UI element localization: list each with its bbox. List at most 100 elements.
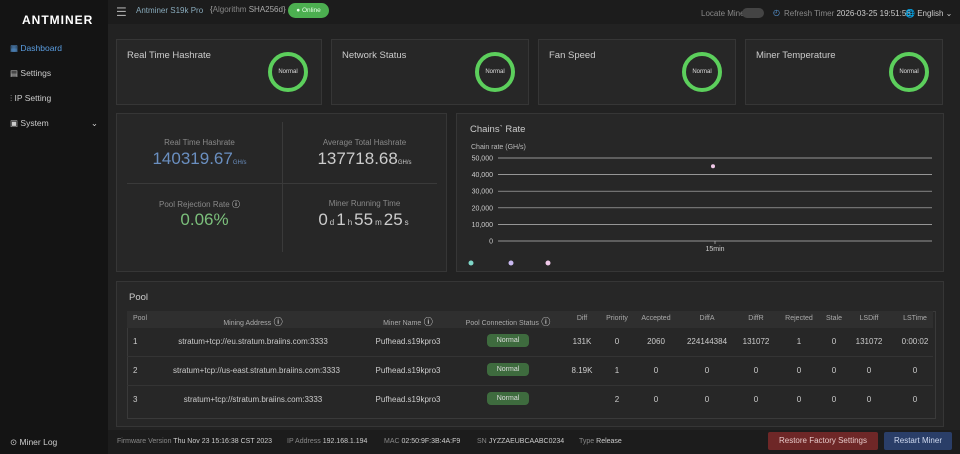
status-card: Miner Temperature Normal — [745, 39, 943, 105]
cell: 0 — [831, 395, 837, 404]
status-card: Network Status Normal — [331, 39, 529, 105]
cell: 2 — [133, 366, 138, 375]
column-header: Pool — [133, 315, 148, 322]
cell: 0 — [796, 366, 802, 375]
cell: 0 — [753, 366, 759, 375]
header — [108, 0, 960, 24]
locate-label: Locate Miner — [701, 9, 748, 18]
status-pill: Normal — [486, 334, 530, 347]
info-icon[interactable]: ⓘ — [421, 317, 433, 327]
legend-dot — [545, 260, 551, 266]
y-tick-label: 50,000 — [472, 156, 494, 163]
cell: 224144384 — [686, 337, 728, 346]
cell: 0 — [614, 337, 620, 346]
cell: 2 — [614, 395, 620, 404]
brand: ANTMINER — [22, 13, 94, 27]
row-divider — [127, 356, 933, 357]
nav-label: IP Setting — [14, 93, 52, 103]
algorithm-label: Algorithm — [212, 5, 247, 14]
cell: 3 — [133, 395, 138, 404]
nav-label: Miner Log — [19, 437, 58, 447]
cell: 0:00:02 — [901, 337, 929, 346]
stat: 140319.67GH/s — [117, 149, 282, 169]
locate-toggle[interactable] — [742, 8, 764, 18]
cell: 1 — [796, 337, 802, 346]
cell: 0 — [704, 366, 710, 375]
status-cell: Normal — [448, 392, 568, 405]
card-title: Real Time Hashrate — [127, 50, 211, 61]
stat-value: 140319.67 — [152, 149, 233, 168]
cell: 131K — [572, 337, 592, 346]
x-tick-label: 15min — [705, 246, 724, 253]
cell: stratum+tcp://us-east.stratum.braiins.co… — [173, 366, 340, 375]
card-badge: Normal — [475, 52, 515, 92]
label: Firmware Version — [117, 438, 172, 445]
cell: 0 — [866, 366, 872, 375]
language[interactable]: 🌐 English ⌄ — [905, 9, 953, 18]
column-header: LSTime — [903, 315, 927, 322]
restart-button[interactable]: Restart Miner — [884, 432, 952, 450]
algorithm: {Algorithm SHA256d} — [210, 5, 286, 14]
pool-title: Pool — [129, 292, 149, 303]
label: Type — [579, 438, 595, 445]
stat-value: 137718.68 — [317, 149, 398, 168]
stat: 137718.68GH/s — [282, 149, 447, 169]
stat-value: 0.06% — [180, 210, 229, 229]
label: MAC — [384, 438, 400, 445]
nav-item[interactable]: ▦ Dashboard — [10, 43, 62, 53]
column-header: DiffR — [748, 315, 764, 322]
y-tick-label: 40,000 — [472, 172, 494, 179]
time: 2026-03-25 19:51:56 — [836, 9, 911, 18]
divider — [127, 183, 437, 184]
nav-item[interactable]: ▣ System ⌄ — [10, 118, 98, 128]
cell: 0 — [912, 395, 918, 404]
legend-dot — [508, 260, 514, 266]
status-cell: Normal — [448, 363, 568, 376]
stat-label-text: Pool Rejection Rate — [159, 200, 230, 209]
card-badge: Normal — [268, 52, 308, 92]
card-title: Network Status — [342, 50, 407, 61]
divider — [282, 122, 283, 252]
nav-item[interactable]: ⫶ IP Setting — [10, 93, 52, 103]
cell: 2060 — [647, 337, 665, 346]
status-pill: Normal — [486, 392, 530, 405]
firmware: Firmware Version Thu Nov 23 15:16:38 CST… — [117, 438, 272, 445]
info-icon[interactable]: ⓘ — [271, 317, 283, 327]
nav-item[interactable]: ▤ Settings — [10, 68, 52, 78]
cell: Pufhead.s19kpro3 — [375, 366, 441, 375]
refresh-icon[interactable]: ◴ — [773, 8, 780, 17]
column-header: Stale — [826, 315, 842, 322]
runtime: 0 d 1 h 55 m 25 s — [282, 210, 447, 230]
menu-button[interactable]: ☰ — [116, 5, 127, 19]
stat-unit: GH/s — [397, 160, 412, 166]
ip: IP Address 192.168.1.194 — [287, 438, 367, 445]
card-title: Miner Temperature — [756, 50, 836, 61]
refresh-label: Refresh Timer — [784, 9, 835, 18]
nav-label: Dashboard — [20, 43, 62, 53]
nav-item[interactable]: ⊙ Miner Log — [10, 437, 58, 447]
cell: stratum+tcp://stratum.braiins.com:3333 — [183, 395, 323, 404]
runtime-unit: d — [329, 218, 335, 227]
row-divider — [127, 385, 933, 386]
restore-button[interactable]: Restore Factory Settings — [768, 432, 878, 450]
cell: 0 — [831, 337, 837, 346]
sn: SN JYZZAEUBCAABC0234 — [477, 438, 564, 445]
card-title: Fan Speed — [549, 50, 596, 61]
column-header: Diff — [576, 315, 588, 322]
cell: 0 — [704, 395, 710, 404]
cell: 0 — [653, 366, 659, 375]
y-tick-label: 0 — [489, 239, 493, 246]
column-header: Priority — [606, 315, 628, 322]
status-card: Fan Speed Normal — [538, 39, 736, 105]
cell: 0 — [753, 395, 759, 404]
cell: 8.19K — [571, 366, 593, 375]
status-pill: ● Online — [288, 3, 329, 18]
column-header: Mining Address ⓘ — [223, 317, 283, 327]
info-icon[interactable]: ⓘ — [538, 317, 551, 327]
cell: stratum+tcp://eu.stratum.braiins.com:333… — [178, 337, 328, 346]
runtime-value: 1 — [336, 210, 346, 229]
refresh: Refresh Timer 2026-03-25 19:51:56 — [784, 9, 911, 18]
card-badge: Normal — [682, 52, 722, 92]
